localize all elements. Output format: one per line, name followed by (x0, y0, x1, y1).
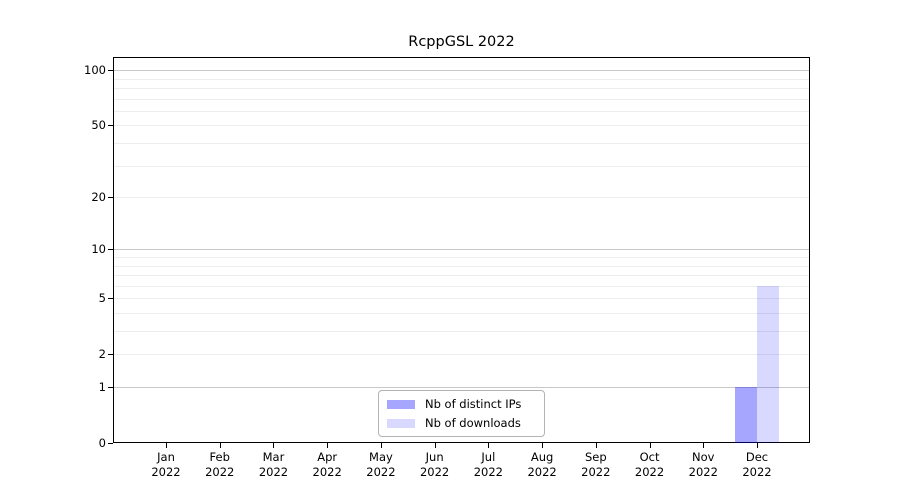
gridline-minor (114, 275, 809, 277)
gridline-minor (114, 88, 809, 90)
y-tick-mark (108, 387, 113, 388)
x-tick-mark (381, 443, 382, 448)
gridline-minor (114, 257, 809, 259)
gridline-minor (114, 265, 809, 267)
bar-downloads (757, 285, 779, 443)
y-tick-label: 100 (84, 63, 106, 78)
x-tick-label: Sep 2022 (581, 450, 611, 479)
x-tick-label: May 2022 (366, 450, 396, 479)
gridline-minor (114, 313, 809, 314)
x-tick-mark (703, 443, 704, 448)
bar-distinct-ips (735, 387, 757, 443)
y-tick-label: 1 (98, 380, 106, 395)
x-tick-label: Mar 2022 (258, 450, 289, 479)
x-tick-mark (757, 443, 758, 448)
y-tick-label: 0 (98, 436, 106, 450)
gridline-minor (114, 110, 809, 112)
x-tick-label: Jul 2022 (473, 450, 503, 479)
x-tick-label: Oct 2022 (634, 450, 665, 479)
y-tick-label: 10 (91, 242, 106, 257)
gridline-minor (114, 197, 809, 199)
y-tick-label: 2 (98, 347, 106, 362)
y-tick-label: 20 (91, 190, 106, 205)
gridline-major (114, 70, 809, 72)
y-tick-label: 50 (91, 118, 106, 133)
chart-title: RcppGSL 2022 (408, 34, 515, 50)
gridline-major (114, 387, 809, 389)
gridline-minor (114, 285, 809, 287)
gridline-minor (114, 78, 809, 80)
x-tick-mark (596, 443, 597, 448)
legend-item-downloads: Nb of downloads (387, 416, 544, 430)
x-tick-label: Apr 2022 (312, 450, 342, 479)
y-tick-mark (108, 125, 113, 126)
y-tick-mark (108, 354, 113, 355)
x-tick-mark (542, 443, 543, 448)
legend-swatch-distinct-ips (387, 399, 415, 409)
x-tick-mark (327, 443, 328, 448)
x-tick-label: Nov 2022 (688, 450, 718, 479)
y-tick-mark (108, 298, 113, 299)
x-tick-label: Feb 2022 (205, 450, 235, 479)
gridline-minor (114, 165, 809, 167)
y-tick-mark (108, 249, 113, 250)
x-tick-mark (435, 443, 436, 448)
gridline-minor (114, 125, 809, 127)
legend-item-distinct-ips: Nb of distinct IPs (387, 397, 544, 411)
legend-swatch-downloads (387, 418, 415, 428)
x-tick-mark (650, 443, 651, 448)
y-tick-label: 5 (98, 291, 106, 306)
legend-label-distinct-ips: Nb of distinct IPs (425, 397, 522, 411)
y-tick-mark (108, 197, 113, 198)
gridline-minor (114, 354, 809, 356)
x-tick-label: Jan 2022 (151, 450, 181, 479)
y-tick-mark (108, 443, 113, 444)
x-tick-mark (488, 443, 489, 448)
x-tick-mark (166, 443, 167, 448)
gridline-minor (114, 298, 809, 300)
x-tick-label: Jun 2022 (419, 450, 450, 479)
legend-label-downloads: Nb of downloads (425, 416, 521, 430)
x-tick-label: Aug 2022 (527, 450, 557, 479)
gridline-minor (114, 143, 809, 145)
legend: Nb of distinct IPs Nb of downloads (378, 390, 545, 437)
y-tick-mark (108, 70, 113, 71)
x-tick-label: Dec 2022 (742, 450, 772, 479)
gridline-major (114, 249, 809, 251)
gridline-minor (114, 98, 809, 100)
x-tick-mark (273, 443, 274, 448)
x-tick-mark (220, 443, 221, 448)
gridline-minor (114, 331, 809, 333)
plot-area (113, 57, 810, 443)
